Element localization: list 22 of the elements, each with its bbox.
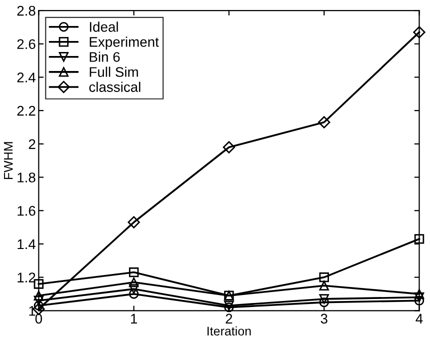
legend-label: Ideal [90, 22, 118, 32]
x-axis-title: Iteration [208, 326, 251, 336]
legend-label: Experiment [90, 36, 159, 50]
x-tick-label: 2 [226, 314, 232, 324]
y-tick-label: 1 [29, 306, 36, 316]
x-tick-label: 1 [131, 314, 138, 324]
x-tick-label: 3 [320, 314, 328, 324]
x-tick-label: 4 [416, 314, 423, 324]
y-tick-label: 2.6 [17, 39, 36, 50]
legend-label: Bin 6 [90, 52, 120, 62]
y-axis-title: FWHM [4, 142, 13, 179]
y-tick-label: 2.8 [17, 6, 36, 16]
y-tick-label: 2.4 [17, 72, 36, 82]
x-tick-label: 0 [35, 314, 42, 324]
legend-label: classical [89, 82, 140, 92]
y-tick-label: 1.8 [18, 172, 36, 182]
y-tick-label: 1.6 [18, 206, 36, 216]
legend-label: Full Sim [90, 66, 138, 77]
y-tick-label: 2 [28, 139, 36, 149]
y-tick-label: 1.4 [18, 239, 36, 249]
y-tick-label: 1.2 [18, 272, 36, 282]
y-tick-label: 2.2 [17, 106, 36, 116]
